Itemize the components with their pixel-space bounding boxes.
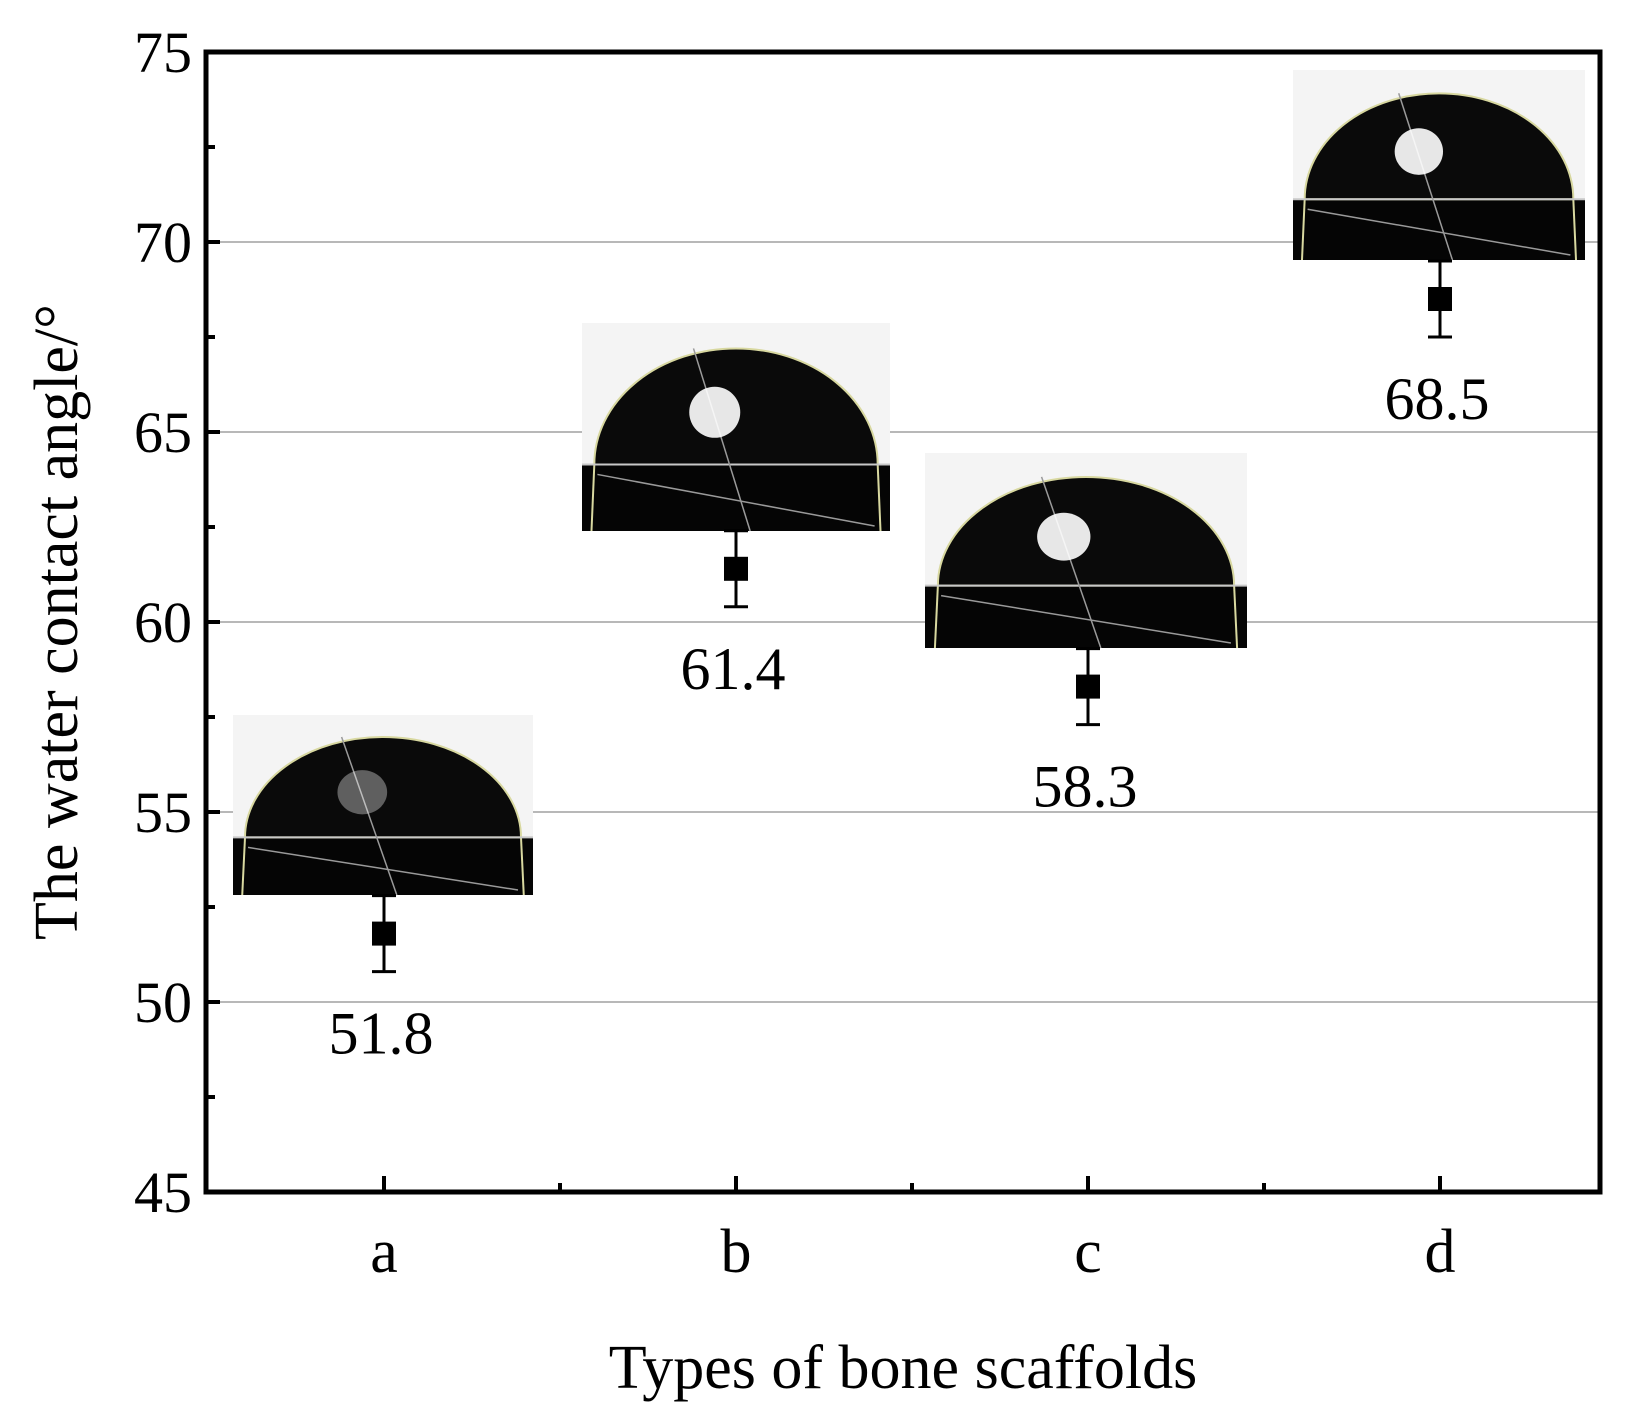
droplet-edge-right (1233, 585, 1239, 649)
y-tick-label-70: 70 (134, 210, 192, 275)
droplet-edge-left (590, 464, 596, 532)
droplet-inset-c (925, 453, 1247, 649)
square-marker (1076, 674, 1100, 699)
x-category-label-b: b (721, 1218, 752, 1286)
y-tick-label-65: 65 (134, 400, 192, 465)
data-point-b (724, 529, 748, 609)
square-marker (1428, 287, 1452, 311)
droplet-edge-left (1300, 199, 1306, 261)
square-marker (724, 556, 748, 581)
droplet-inset-b (582, 323, 890, 532)
data-label-d: 68.5 (1385, 366, 1490, 432)
droplet-edge-right (1572, 199, 1578, 261)
inset-fit-line (1307, 208, 1571, 256)
droplet-inset-a (233, 715, 533, 896)
droplet-insets (233, 70, 1585, 896)
y-tick-labels: 45 50 55 60 65 70 75 (134, 20, 192, 1225)
droplet-shape (243, 736, 523, 839)
x-category-label-a: a (370, 1218, 398, 1286)
data-point-c (1076, 647, 1100, 727)
inset-substrate (1293, 199, 1585, 260)
droplet-highlight (1037, 512, 1091, 561)
droplet-inset-d (1293, 70, 1585, 261)
inset-fit-line (597, 473, 875, 527)
inset-fit-line (940, 594, 1232, 644)
x-axis-title: Types of bone scaffolds (609, 1334, 1198, 1402)
droplet-highlight (1394, 128, 1444, 175)
data-label-c: 58.3 (1033, 754, 1138, 820)
x-category-labels: a b c d (370, 1218, 1455, 1286)
droplet-edge-left (933, 585, 939, 649)
droplet-highlight (337, 770, 388, 815)
data-label-b: 61.4 (681, 636, 786, 702)
data-point-a (372, 894, 396, 974)
droplet-highlight (689, 386, 741, 438)
droplet-edge-left (241, 837, 246, 896)
inset-substrate (925, 585, 1247, 648)
y-tick-label-55: 55 (134, 780, 192, 845)
axis-ticks (206, 50, 1442, 1194)
y-tick-label-60: 60 (134, 590, 192, 655)
x-category-label-d: d (1425, 1218, 1456, 1286)
square-marker (372, 921, 396, 946)
data-point-d (1428, 259, 1452, 339)
y-tick-label-50: 50 (134, 970, 192, 1035)
y-tick-label-45: 45 (134, 1160, 192, 1225)
y-tick-label-75: 75 (134, 20, 192, 85)
droplet-edge-right (876, 464, 882, 532)
data-points (372, 259, 1452, 974)
droplet-edge-right (520, 837, 525, 896)
inset-substrate (233, 837, 533, 895)
data-labels: 51.8 61.4 58.3 68.5 (329, 366, 1490, 1067)
inset-fit-line (247, 846, 519, 891)
x-category-label-c: c (1074, 1218, 1102, 1286)
data-label-a: 51.8 (329, 1001, 434, 1067)
y-axis-title: The water contact angle/° (23, 304, 91, 940)
